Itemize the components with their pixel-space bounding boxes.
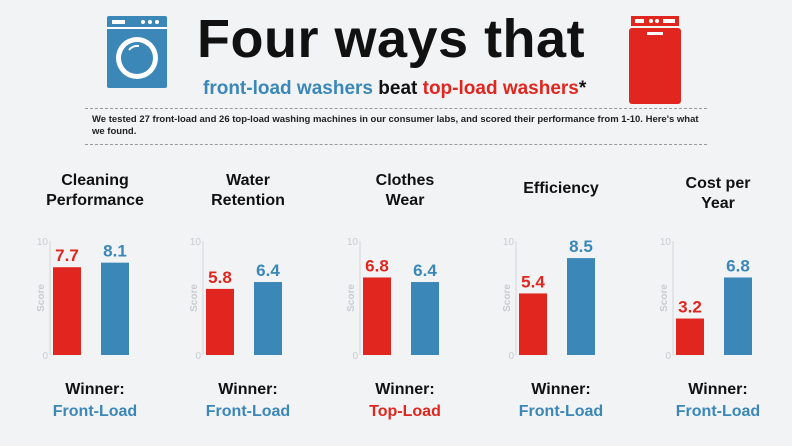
bar-front-load bbox=[724, 277, 752, 355]
bar-chart: 10 0 Score 5.8 6.4 bbox=[189, 237, 282, 362]
chart-title: Wear bbox=[385, 192, 425, 209]
y-tick-label: 0 bbox=[508, 351, 514, 362]
y-axis-label: Score bbox=[502, 284, 513, 312]
divider-bottom bbox=[85, 144, 707, 145]
chart-title: Cost per bbox=[685, 175, 751, 192]
y-tick-label: 0 bbox=[42, 351, 48, 362]
divider-top bbox=[85, 108, 707, 109]
methodology-note: We tested 27 front-load and 26 top-load … bbox=[92, 114, 699, 137]
winner-label: Winner: bbox=[688, 381, 748, 398]
winner-label: Winner: bbox=[531, 381, 591, 398]
y-tick-label: 10 bbox=[660, 237, 672, 248]
bar-value-label: 6.8 bbox=[726, 256, 750, 275]
bar-chart: 10 0 Score 3.2 6.8 bbox=[659, 237, 752, 362]
bar-value-label: 3.2 bbox=[678, 298, 702, 317]
y-tick-label: 10 bbox=[503, 237, 515, 248]
y-tick-label: 0 bbox=[352, 351, 358, 362]
subtitle-top-load: top-load washers bbox=[422, 78, 579, 99]
y-tick-label: 10 bbox=[347, 237, 359, 248]
y-tick-label: 10 bbox=[190, 237, 202, 248]
chart-title: Clothes bbox=[375, 172, 435, 189]
bar-front-load bbox=[254, 282, 282, 355]
bar-chart: 10 0 Score 5.4 8.5 bbox=[502, 237, 595, 362]
subtitle-asterisk: * bbox=[578, 78, 587, 99]
page-title: Four ways that bbox=[197, 9, 586, 69]
bar-top-load bbox=[363, 277, 391, 355]
bar-value-label: 6.4 bbox=[413, 261, 437, 280]
chart-title: Year bbox=[701, 195, 735, 212]
bar-value-label: 6.4 bbox=[256, 261, 280, 280]
chart-title: Cleaning bbox=[61, 172, 129, 189]
bar-top-load bbox=[519, 293, 547, 355]
winner-label: Winner: bbox=[218, 381, 278, 398]
subtitle-beat: beat bbox=[378, 78, 418, 99]
top-load-washer-icon bbox=[629, 16, 681, 104]
y-axis-label: Score bbox=[659, 284, 670, 312]
winner-name: Top-Load bbox=[369, 403, 441, 420]
y-tick-label: 10 bbox=[37, 237, 49, 248]
y-axis-label: Score bbox=[346, 284, 357, 312]
chart-title: Efficiency bbox=[523, 180, 599, 197]
bar-chart: 10 0 Score 7.7 8.1 bbox=[36, 237, 129, 362]
y-axis-label: Score bbox=[189, 284, 200, 312]
bar-top-load bbox=[676, 318, 704, 355]
winner-label: Winner: bbox=[65, 381, 125, 398]
winner-name: Front-Load bbox=[675, 403, 761, 420]
bar-front-load bbox=[411, 282, 439, 355]
winner-name: Front-Load bbox=[518, 403, 604, 420]
front-load-washer-icon bbox=[107, 16, 167, 88]
bar-front-load bbox=[567, 258, 595, 355]
bar-top-load bbox=[206, 288, 234, 355]
winner-name: Front-Load bbox=[52, 403, 138, 420]
chart-title: Water bbox=[226, 172, 270, 189]
bar-front-load bbox=[101, 262, 129, 355]
bar-top-load bbox=[53, 267, 81, 355]
bar-value-label: 8.5 bbox=[569, 237, 593, 256]
chart-title: Performance bbox=[46, 192, 144, 209]
bar-chart: 10 0 Score 6.8 6.4 bbox=[346, 237, 439, 362]
bar-value-label: 7.7 bbox=[55, 246, 79, 265]
y-tick-label: 0 bbox=[195, 351, 201, 362]
page-subtitle: front-load washers beat top-load washers… bbox=[203, 78, 586, 100]
winner-label: Winner: bbox=[375, 381, 435, 398]
winner-name: Front-Load bbox=[205, 403, 291, 420]
y-tick-label: 0 bbox=[665, 351, 671, 362]
bar-value-label: 8.1 bbox=[103, 242, 127, 261]
y-axis-label: Score bbox=[36, 284, 47, 312]
bar-value-label: 5.4 bbox=[521, 272, 545, 291]
bar-value-label: 6.8 bbox=[365, 256, 389, 275]
chart-title: Retention bbox=[211, 192, 285, 209]
bar-value-label: 5.8 bbox=[208, 268, 232, 287]
subtitle-front-load: front-load washers bbox=[203, 78, 373, 99]
